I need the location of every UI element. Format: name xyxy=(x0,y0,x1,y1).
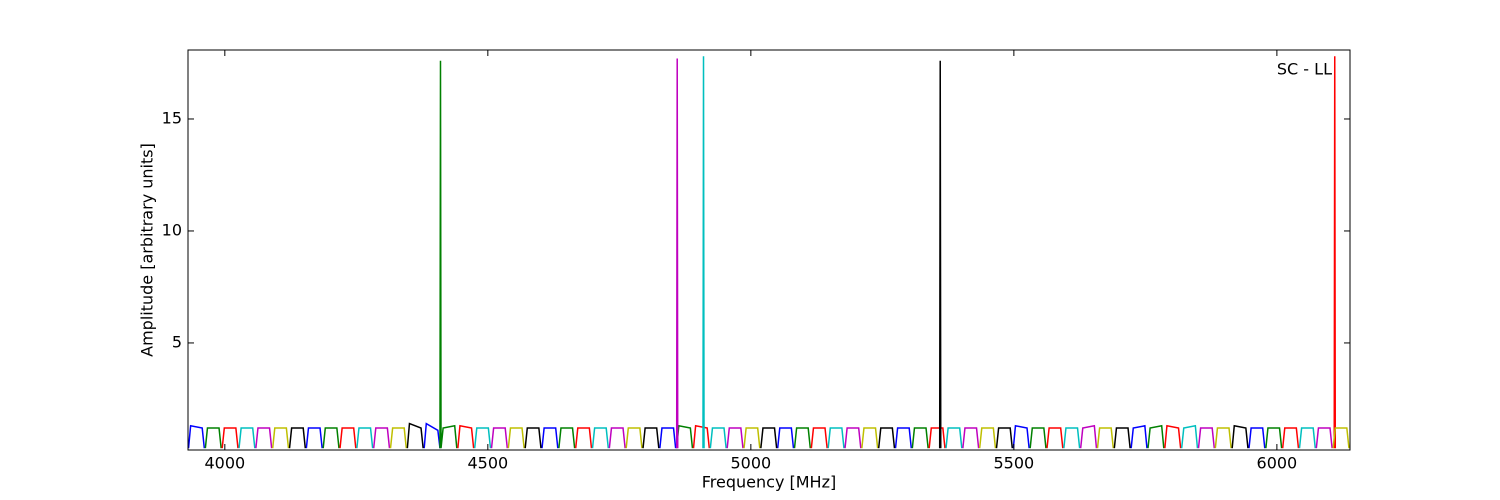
x-axis-label: Frequency [MHz] xyxy=(702,473,836,492)
plot-frame xyxy=(187,49,1351,451)
x-tick-label: 5500 xyxy=(994,454,1035,473)
spectrum-line xyxy=(238,56,1317,449)
spectrum-line xyxy=(271,427,1350,449)
plot-area xyxy=(188,56,1350,449)
spectrum-line xyxy=(288,60,1249,449)
x-tick-label: 4000 xyxy=(204,454,245,473)
spectrum-line xyxy=(221,56,1337,449)
x-tick-label: 5000 xyxy=(730,454,771,473)
y-tick-label: 5 xyxy=(172,332,182,351)
y-tick-label: 15 xyxy=(162,108,182,127)
annotation: SC - LL xyxy=(1277,60,1332,79)
spectrum-line xyxy=(188,422,1266,449)
x-tick-label: 4500 xyxy=(467,454,508,473)
y-tick-label: 10 xyxy=(162,220,182,239)
y-axis-label: Amplitude [arbitrary units] xyxy=(138,143,157,357)
x-tick-label: 6000 xyxy=(1257,454,1298,473)
spectrum-line xyxy=(204,60,1283,449)
spectrum-line xyxy=(255,58,1333,449)
